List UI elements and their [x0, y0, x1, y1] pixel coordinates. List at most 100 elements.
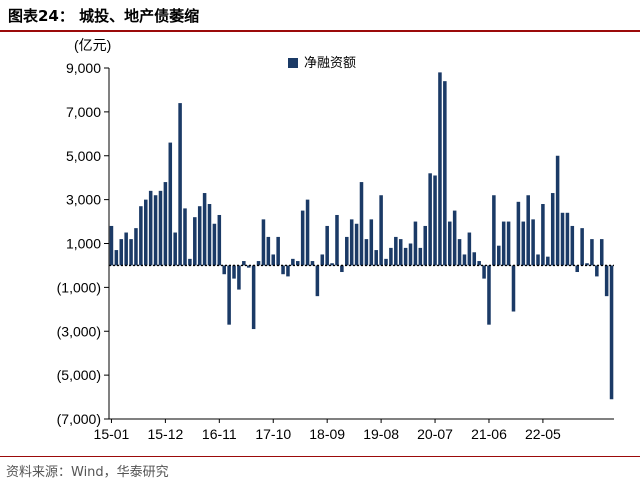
bar: [497, 245, 501, 266]
bar: [482, 265, 486, 279]
bar: [183, 208, 187, 266]
bar: [467, 232, 472, 266]
bar: [521, 221, 526, 266]
bar: [413, 221, 418, 266]
bar: [550, 193, 555, 266]
bar: [340, 265, 344, 273]
legend: 净融资额: [288, 56, 356, 71]
bar: [428, 173, 432, 266]
x-axis: 15-01 15-12 16-11 17-10 18-09 19-08 20-07 21-06…: [94, 264, 614, 442]
bar: [153, 195, 158, 266]
x-tick-label: 17-10: [255, 426, 291, 442]
bar: [418, 247, 423, 266]
bar: [261, 219, 266, 266]
bar: [296, 261, 300, 266]
x-tick-label: 18-09: [309, 426, 345, 442]
bar: [398, 239, 403, 266]
bar: [374, 250, 378, 266]
bar: [114, 250, 119, 266]
y-tick-label: 1,000: [66, 236, 101, 252]
bar: [251, 265, 256, 330]
bar: [109, 225, 114, 266]
bar: [452, 210, 457, 266]
bar: [487, 265, 491, 325]
bar: [325, 225, 329, 266]
bar: [129, 239, 133, 266]
bar-chart: (亿元) 净融资额 9,000 7,000 5,000 3,000 1,000 (1,00…: [57, 37, 614, 442]
bar: [580, 228, 584, 266]
bar: [271, 254, 276, 266]
y-tick-label: 9,000: [66, 60, 101, 76]
bar: [359, 182, 364, 266]
bar: [163, 182, 168, 266]
figure-header: 图表24： 城投、地产债萎缩: [0, 0, 640, 32]
x-tick-label: 21-06: [471, 426, 507, 442]
x-tick-label: 20-07: [417, 426, 453, 442]
bar: [408, 243, 413, 266]
bar: [246, 265, 251, 268]
bar: [281, 265, 285, 275]
bar: [394, 236, 398, 266]
legend-label: 净融资额: [304, 56, 356, 71]
bar: [144, 199, 148, 266]
bar: [570, 225, 575, 266]
bar: [197, 206, 202, 266]
bar: [477, 261, 481, 266]
bar: [433, 175, 437, 266]
y-tick-label: (3,000): [57, 323, 101, 339]
bar: [193, 217, 197, 266]
bar: [178, 103, 182, 266]
bar: [349, 219, 354, 266]
bar: [266, 236, 271, 266]
bar: [585, 263, 589, 266]
bar: [158, 190, 163, 266]
bar: [134, 228, 138, 266]
y-tick-label: (1,000): [57, 279, 101, 295]
y-tick-label: 3,000: [66, 192, 101, 208]
bar: [124, 232, 128, 266]
footer-rule: [0, 456, 640, 457]
bar: [506, 221, 511, 266]
legend-swatch: [288, 58, 298, 68]
bar: [207, 204, 212, 266]
bar: [609, 265, 614, 400]
bar: [369, 219, 374, 266]
y-tick-label: (7,000): [57, 411, 101, 427]
bar: [384, 258, 388, 266]
bar: [565, 212, 570, 266]
bar: [139, 206, 143, 266]
bar: [212, 223, 217, 266]
x-tick-label: 22-05: [525, 426, 561, 442]
x-tick-label: 16-11: [202, 426, 237, 442]
bar: [320, 254, 325, 266]
bar: [256, 261, 261, 266]
x-tick-label: 15-12: [147, 426, 183, 442]
bar: [227, 265, 231, 325]
bar: [173, 232, 177, 266]
bar: [457, 239, 462, 266]
bar: [217, 214, 222, 266]
y-tick-label: 5,000: [66, 148, 101, 164]
bar: [379, 195, 383, 266]
y-tick-label: 7,000: [66, 104, 101, 120]
bar: [516, 201, 521, 266]
bar: [232, 265, 236, 279]
bar: [202, 193, 207, 266]
bar: [492, 195, 496, 266]
bar: [438, 72, 442, 266]
bar: [423, 225, 427, 266]
bar: [276, 236, 280, 266]
bar: [364, 239, 369, 266]
bar: [291, 258, 295, 266]
source-note: 资料来源：Wind，华泰研究: [6, 465, 169, 480]
y-tick-label: (5,000): [57, 367, 101, 383]
bar: [447, 221, 452, 266]
bar: [604, 265, 609, 297]
bar: [286, 265, 290, 277]
bar: [501, 221, 506, 266]
bar: [168, 142, 173, 266]
y-axis: 9,000 7,000 5,000 3,000 1,000 (1,000) (3,000) (…: [57, 60, 110, 427]
bar: [560, 212, 565, 266]
bar: [300, 210, 305, 266]
bar: [555, 155, 560, 266]
